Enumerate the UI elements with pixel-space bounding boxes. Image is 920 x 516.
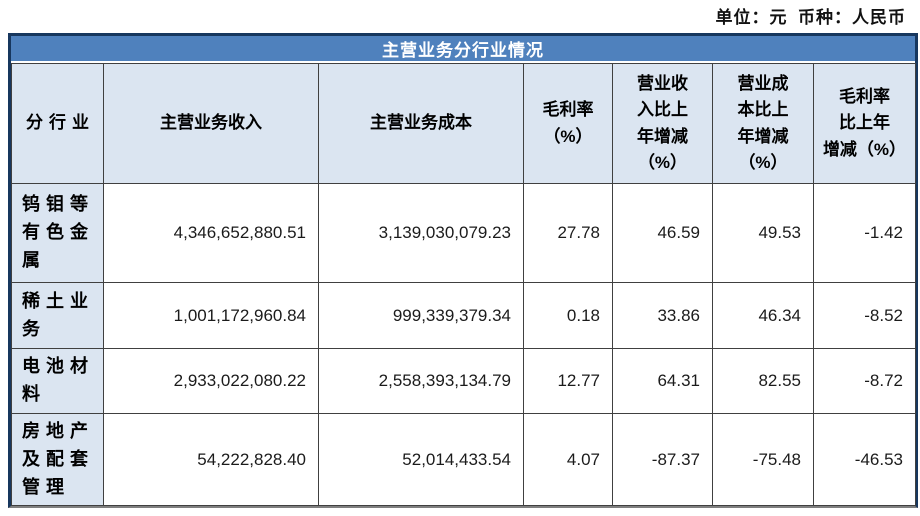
table-header: 分行业 主营业务收入 主营业务成本 毛利率 （%） 营业收 入比上 年增减 （%…	[11, 63, 916, 184]
segment-cell: 房地产及配套管理	[11, 412, 104, 507]
revenue-yoy-cell: 46.59	[612, 183, 713, 283]
cost-yoy-cell: 46.34	[712, 282, 814, 349]
col-header-segment: 分行业	[11, 63, 104, 184]
col-header-cost: 主营业务成本	[318, 63, 524, 184]
col-header-cost-yoy: 营业成 本比上 年增减 （%）	[712, 63, 814, 184]
header-row: 分行业 主营业务收入 主营业务成本 毛利率 （%） 营业收 入比上 年增减 （%…	[11, 63, 916, 184]
table-row: 稀土业务 1,001,172,960.84 999,339,379.34 0.1…	[11, 282, 916, 349]
table-body: 钨钼等有色金属 4,346,652,880.51 3,139,030,079.2…	[11, 183, 916, 507]
industry-segments-table: 分行业 主营业务收入 主营业务成本 毛利率 （%） 营业收 入比上 年增减 （%…	[11, 63, 916, 507]
segment-cell: 钨钼等有色金属	[11, 183, 104, 283]
revenue-yoy-cell: -87.37	[612, 412, 713, 507]
segment-cell: 电池材料	[11, 348, 104, 414]
gross-margin-cell: 4.07	[523, 412, 613, 507]
margin-yoy-cell: -46.53	[813, 412, 916, 507]
revenue-cell: 54,222,828.40	[103, 412, 319, 507]
table-row: 钨钼等有色金属 4,346,652,880.51 3,139,030,079.2…	[11, 183, 916, 283]
cost-cell: 52,014,433.54	[318, 412, 524, 507]
cost-yoy-cell: 49.53	[712, 183, 814, 283]
col-header-revenue-yoy: 营业收 入比上 年增减 （%）	[612, 63, 713, 184]
revenue-yoy-cell: 64.31	[612, 348, 713, 414]
col-header-revenue: 主营业务收入	[103, 63, 319, 184]
table-title: 主营业务分行业情况	[382, 41, 544, 60]
table-title-bar: 主营业务分行业情况	[11, 36, 915, 63]
gross-margin-cell: 12.77	[523, 348, 613, 414]
col-header-gross-margin: 毛利率 （%）	[523, 63, 613, 184]
industry-table-wrapper: 主营业务分行业情况 分行业 主营业务收入 主营业务成本 毛利率 （%） 营业收 …	[8, 33, 918, 509]
gross-margin-cell: 27.78	[523, 183, 613, 283]
cost-yoy-cell: -75.48	[712, 412, 814, 507]
revenue-cell: 2,933,022,080.22	[103, 348, 319, 414]
segment-cell: 稀土业务	[11, 282, 104, 349]
cost-cell: 3,139,030,079.23	[318, 183, 524, 283]
revenue-cell: 1,001,172,960.84	[103, 282, 319, 349]
margin-yoy-cell: -8.72	[813, 348, 916, 414]
revenue-yoy-cell: 33.86	[612, 282, 713, 349]
cost-yoy-cell: 82.55	[712, 348, 814, 414]
unit-currency-note: 单位：元 币种：人民币	[715, 8, 906, 27]
cost-cell: 2,558,393,134.79	[318, 348, 524, 414]
col-header-margin-yoy: 毛利率 比上年 增减（%）	[813, 63, 916, 184]
table-row: 房地产及配套管理 54,222,828.40 52,014,433.54 4.0…	[11, 412, 916, 507]
cost-cell: 999,339,379.34	[318, 282, 524, 349]
revenue-cell: 4,346,652,880.51	[103, 183, 319, 283]
gross-margin-cell: 0.18	[523, 282, 613, 349]
margin-yoy-cell: -8.52	[813, 282, 916, 349]
margin-yoy-cell: -1.42	[813, 183, 916, 283]
table-row: 电池材料 2,933,022,080.22 2,558,393,134.79 1…	[11, 348, 916, 414]
